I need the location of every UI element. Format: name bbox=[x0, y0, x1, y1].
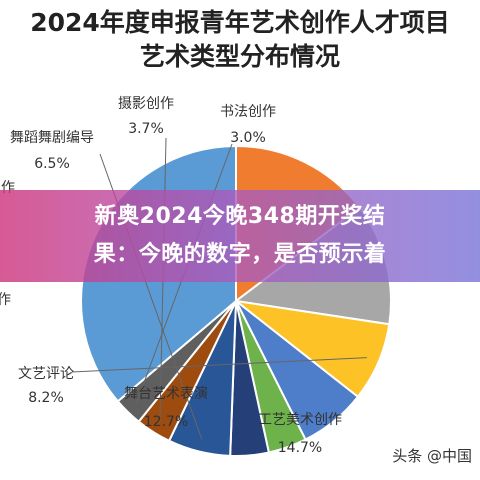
slice-label: 文艺评论 bbox=[18, 366, 74, 382]
slice-value-label: 6.5% bbox=[34, 156, 70, 172]
source-watermark: 头条 @中国 bbox=[388, 443, 476, 468]
slice-label: 摄影创作 bbox=[118, 96, 174, 112]
slice-value-label: 14.7% bbox=[278, 440, 322, 456]
slice-label: 工艺美术创作 bbox=[258, 412, 342, 428]
slice-value-label: 12.7% bbox=[144, 414, 188, 430]
chart-title: 2024年度申报青年艺术创作人才项目 艺术类型分布情况 bbox=[0, 6, 480, 74]
slice-value-label: 3.7% bbox=[128, 121, 164, 137]
slice-label: 舞台艺术表演 bbox=[124, 386, 208, 402]
slice-value-label: 8.2% bbox=[28, 390, 64, 406]
headline-overlay[interactable]: 新奥2024今晚348期开奖结 果：今晚的数字，是否预示着 bbox=[0, 198, 480, 278]
chart-title-line1: 2024年度申报青年艺术创作人才项目 bbox=[30, 8, 450, 37]
slice-label: 书法创作 bbox=[220, 104, 276, 120]
slice-label: 舞蹈舞剧编导 bbox=[10, 130, 94, 146]
chart-title-line2: 艺术类型分布情况 bbox=[139, 42, 340, 71]
headline-line2: 果：今晚的数字，是否预示着 bbox=[93, 242, 387, 267]
headline-line1: 新奥2024今晚348期开奖结 bbox=[94, 204, 386, 229]
leader-line bbox=[71, 357, 367, 373]
slice-label: 作 bbox=[0, 292, 11, 308]
slice-value-label: 3.0% bbox=[230, 130, 266, 146]
headline-overlay-band bbox=[0, 190, 480, 282]
